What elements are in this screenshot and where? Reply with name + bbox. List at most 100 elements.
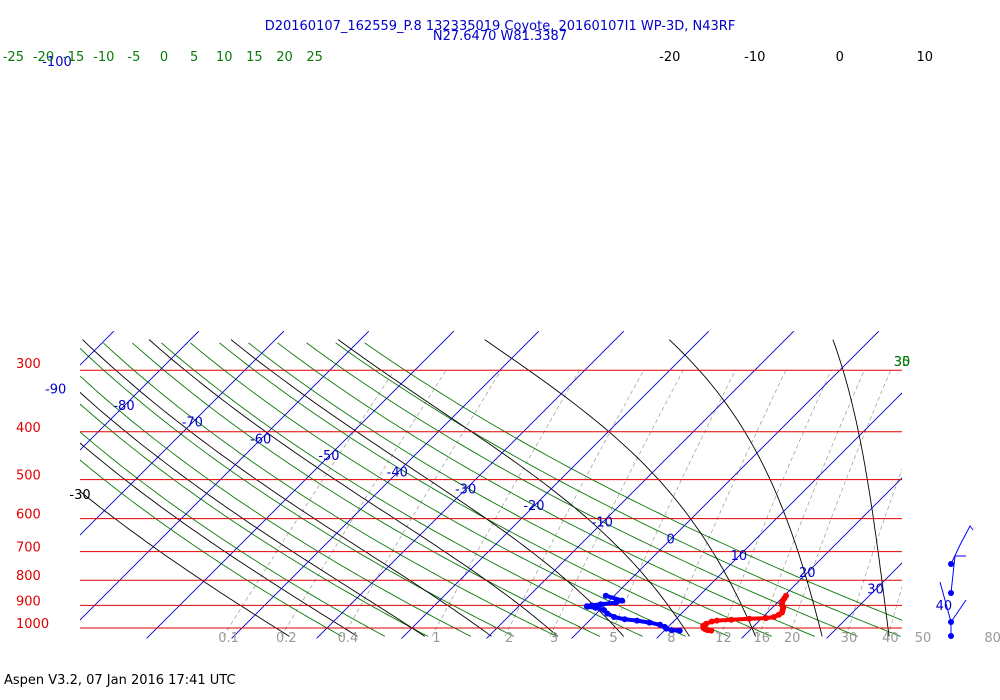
dry-adiabat-line bbox=[80, 403, 429, 637]
mixing-ratio-label: 8 bbox=[667, 631, 675, 646]
temperature-point bbox=[713, 617, 720, 624]
isotherm-line bbox=[741, 477, 902, 639]
pressure-label: 500 bbox=[16, 469, 41, 484]
mixing-ratio-line bbox=[431, 370, 580, 637]
mixing-ratio-line bbox=[921, 370, 1000, 636]
moist-adiabat-line bbox=[80, 442, 358, 637]
pressure-label: 900 bbox=[16, 594, 41, 609]
pressure-label: 400 bbox=[16, 421, 41, 436]
dry-adiabat-line bbox=[80, 347, 515, 637]
theta-label: 10 bbox=[216, 50, 233, 65]
footer-text: Aspen V3.2, 07 Jan 2016 17:41 UTC bbox=[4, 673, 236, 688]
dewpoint-point bbox=[592, 604, 599, 611]
mixing-ratio-label: 5 bbox=[609, 631, 617, 646]
isotherm-label: -40 bbox=[387, 466, 408, 481]
mixing-ratio-line bbox=[609, 370, 736, 637]
dewpoint-point bbox=[604, 610, 611, 617]
top-temp-label: -20 bbox=[659, 50, 680, 65]
isotherm-label: -30 bbox=[455, 482, 476, 497]
theta-label: 5 bbox=[190, 50, 198, 65]
theta-label: 25 bbox=[306, 50, 323, 65]
dry-adiabat-line bbox=[277, 342, 815, 637]
theta-label: -5 bbox=[127, 50, 140, 65]
isotherm-label: 30 bbox=[867, 582, 884, 597]
top-temp-label: -10 bbox=[744, 50, 765, 65]
moist-adiabat-line bbox=[484, 339, 757, 637]
moist-adiabat-line bbox=[80, 490, 290, 637]
isotherm-label: -70 bbox=[182, 416, 203, 431]
mixing-ratio-line bbox=[846, 468, 902, 637]
wind-barbs bbox=[939, 525, 974, 639]
isotherm-label: 40 bbox=[936, 599, 953, 614]
isotherm-line bbox=[80, 330, 115, 366]
dewpoint-point bbox=[634, 617, 640, 624]
mixing-ratio-label: 3 bbox=[550, 631, 558, 646]
isotherm-line bbox=[826, 562, 902, 639]
mixing-ratio-line bbox=[280, 370, 447, 637]
pressure-label: 700 bbox=[16, 541, 41, 556]
moist-adiabat-line bbox=[832, 339, 890, 637]
moist-adiabat-line bbox=[337, 339, 690, 637]
dry-adiabat-line bbox=[102, 342, 558, 637]
dry-adiabat-line bbox=[80, 431, 386, 637]
mixing-ratio-label: 0.4 bbox=[338, 631, 359, 646]
dry-adiabat-line bbox=[161, 342, 643, 637]
theta-label: -20 bbox=[33, 50, 54, 65]
theta-label: 15 bbox=[246, 50, 263, 65]
dry-adiabats bbox=[80, 342, 902, 637]
dewpoint-point bbox=[646, 619, 653, 626]
isotherm-label: -60 bbox=[250, 432, 271, 447]
temperature-profile bbox=[700, 592, 789, 634]
pressure-label: 300 bbox=[16, 357, 41, 372]
mixing-ratio-label: 80 bbox=[984, 631, 1000, 646]
wind-barb-base bbox=[948, 561, 954, 567]
wind-barb-base bbox=[948, 590, 954, 596]
dewpoint-point bbox=[676, 627, 683, 634]
moist-adiabat-line bbox=[82, 339, 492, 637]
dry-adiabat-line bbox=[364, 342, 902, 621]
wind-barb-base bbox=[948, 619, 954, 625]
chart-title: D20160107_162559_P.8 132335019 Coyote, 2… bbox=[264, 19, 736, 34]
mixing-ratio-line bbox=[991, 370, 1000, 636]
dry-adiabat-line bbox=[219, 342, 729, 637]
theta-label: -25 bbox=[3, 50, 24, 65]
theta-label: 20 bbox=[276, 50, 293, 65]
wind-barb-base bbox=[948, 633, 954, 639]
theta-label: -15 bbox=[63, 50, 84, 65]
temperature-point bbox=[708, 627, 715, 634]
wind-barb bbox=[939, 581, 952, 623]
moist-adiabat-line bbox=[148, 339, 559, 637]
isotherm-label: -80 bbox=[113, 399, 134, 414]
dewpoint-profile bbox=[583, 592, 683, 634]
dewpoint-point bbox=[657, 621, 663, 628]
isotherm-line bbox=[486, 330, 795, 639]
mixing-ratio-line bbox=[223, 370, 395, 637]
dewpoint-point bbox=[619, 597, 626, 604]
pressure-label: 800 bbox=[16, 569, 41, 584]
isotherm-label: -50 bbox=[318, 449, 339, 464]
dry-adiabat-line bbox=[190, 342, 686, 637]
dry-adiabat-line bbox=[132, 342, 600, 637]
mixing-ratio-label: 50 bbox=[915, 631, 932, 646]
sounding-profiles bbox=[583, 592, 789, 634]
top-temp-label: 0 bbox=[836, 50, 844, 65]
dry-adiabat-line bbox=[306, 342, 858, 637]
pressure-label: 600 bbox=[16, 508, 41, 523]
isotherm-line bbox=[80, 330, 200, 451]
moist-adiabat-line bbox=[80, 391, 426, 637]
isotherm-label: 0 bbox=[666, 532, 674, 547]
mixing-ratio-label: 30 bbox=[841, 631, 858, 646]
mixing-ratio-label: 1 bbox=[432, 631, 440, 646]
temperature-point bbox=[775, 611, 782, 618]
isotherm-line bbox=[146, 330, 455, 639]
top-temp-label: 10 bbox=[916, 50, 933, 65]
isotherm-label: -90 bbox=[45, 382, 66, 397]
mixing-ratio-line bbox=[549, 370, 684, 637]
temperature-point bbox=[771, 614, 777, 620]
isotherm-line bbox=[0, 331, 29, 638]
dry-adiabat-line bbox=[80, 459, 343, 637]
mixing-ratio-line bbox=[758, 370, 865, 637]
isotherm-line bbox=[912, 331, 1000, 638]
mixing-ratio-line bbox=[887, 585, 902, 637]
isotherm-line bbox=[656, 392, 902, 639]
